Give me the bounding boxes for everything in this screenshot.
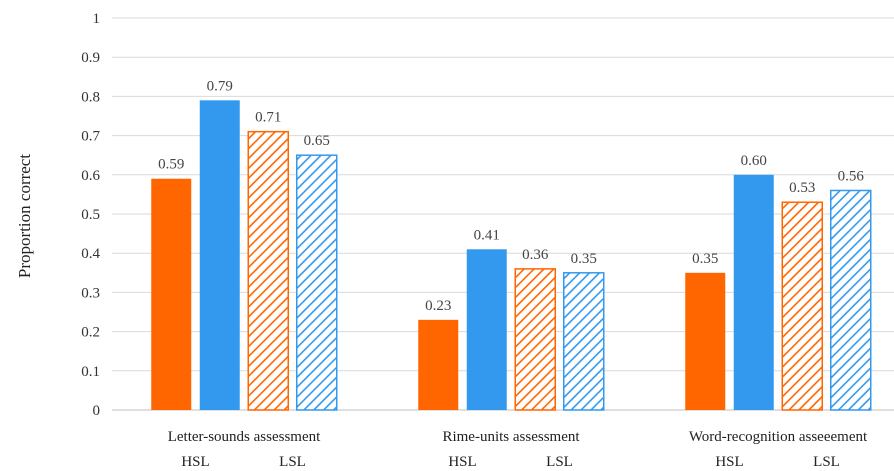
bar	[418, 319, 459, 410]
data-label: 0.65	[304, 133, 330, 149]
data-label: 0.35	[571, 251, 597, 267]
bars	[151, 100, 872, 411]
x-category-label: Rime-units assessment	[442, 429, 580, 445]
bar	[563, 272, 605, 411]
data-label: 0.36	[522, 247, 549, 263]
bar	[199, 100, 240, 410]
data-label: 0.35	[692, 251, 718, 267]
group-sub-label: HSL	[181, 454, 209, 470]
group-sub-label: LSL	[279, 454, 306, 470]
y-tick-label: 0	[93, 403, 101, 419]
bar	[733, 174, 774, 410]
bar	[151, 178, 192, 410]
group-sub-label: HSL	[448, 454, 476, 470]
bar	[296, 154, 338, 411]
y-tick-label: 0.1	[81, 364, 100, 380]
data-label: 0.71	[255, 110, 281, 126]
bar	[685, 272, 726, 410]
data-labels: 0.59 0.79 0.71 0.65 0.23 0.41 0.36 0.35 0.35 0.60…	[158, 78, 864, 314]
x-category-label: Word-recognition asseeement	[689, 429, 868, 445]
data-label: 0.60	[741, 153, 767, 169]
group-sub-label: LSL	[813, 454, 840, 470]
group-sub-label: LSL	[546, 454, 573, 470]
y-tick-label: 0.8	[81, 89, 100, 105]
data-label: 0.59	[158, 157, 184, 173]
y-tick-label: 0.3	[81, 285, 100, 301]
data-label: 0.56	[838, 168, 865, 184]
y-axis-title: Proportion correct	[15, 154, 34, 278]
data-label: 0.79	[207, 78, 233, 94]
x-axis-categories: Letter-sounds assessment HSL LSL Rime-units…	[168, 429, 868, 470]
group-sub-label: HSL	[715, 454, 743, 470]
y-tick-label: 0.5	[81, 207, 100, 223]
data-label: 0.23	[425, 298, 451, 314]
bar	[781, 201, 823, 411]
bar	[830, 189, 872, 411]
y-tick-label: 0.9	[81, 50, 100, 66]
bar	[247, 130, 289, 411]
data-label: 0.53	[789, 180, 815, 196]
x-category-label: Letter-sounds assessment	[168, 429, 321, 445]
y-tick-label: 1	[93, 11, 101, 27]
y-tick-label: 0.7	[81, 129, 100, 145]
y-tick-label: 0.6	[81, 168, 100, 184]
y-axis-ticks: 0 0.1 0.2 0.3 0.4 0.5 0.6 0.7 0.8 0.9 1	[81, 11, 100, 419]
y-tick-label: 0.2	[81, 325, 100, 341]
bar	[514, 268, 556, 411]
y-tick-label: 0.4	[81, 246, 100, 262]
data-label: 0.41	[474, 227, 500, 243]
bar	[466, 249, 507, 410]
